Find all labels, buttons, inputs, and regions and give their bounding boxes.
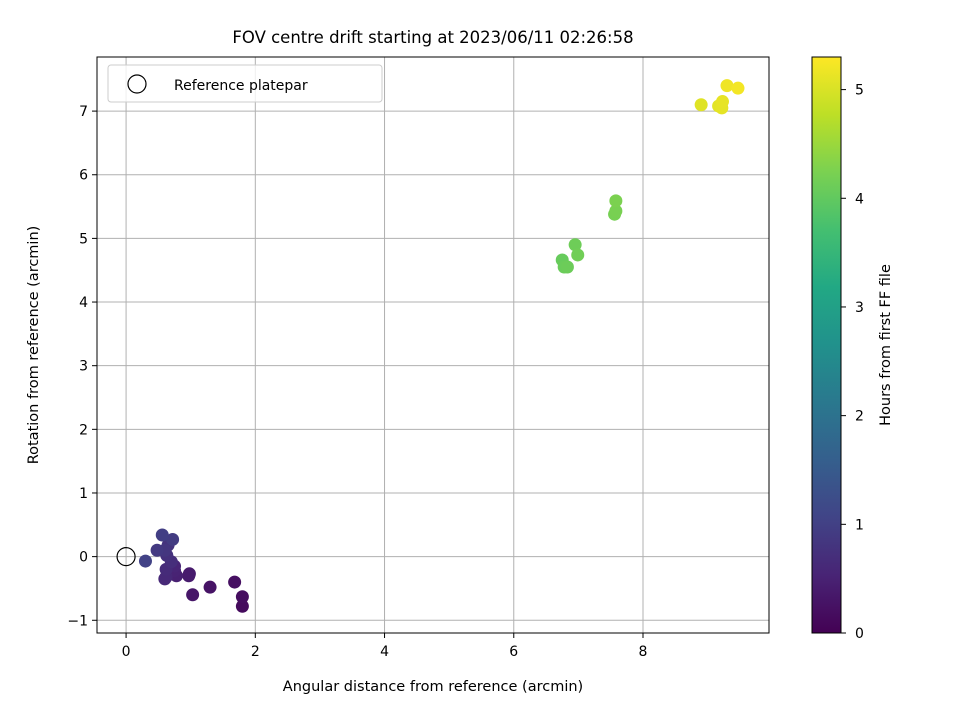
data-point [166,532,180,546]
colorbar-tick-label: 0 [855,626,864,642]
y-tick-label: 2 [79,422,88,438]
colorbar: 0 1 2 3 4 5 Hours from first FF file [811,56,894,642]
x-tick-label: 8 [639,644,648,660]
colorbar-tick-label: 3 [855,300,864,316]
y-tick-label: 0 [79,550,88,566]
y-tick-label: −1 [67,613,88,629]
data-point [203,580,217,594]
data-point [715,95,729,109]
data-point [235,599,249,613]
legend: Reference platepar [107,64,383,103]
data-point [228,575,242,589]
plot-frame [96,56,770,634]
colorbar-ticks: 0 1 2 3 4 5 [841,83,864,642]
x-tick-label: 0 [122,644,131,660]
data-point [155,528,169,542]
data-point [694,98,708,112]
data-point [571,248,585,262]
reference-point-marker [116,547,136,567]
legend-box [107,64,383,103]
data-point [182,569,196,583]
data-point [158,572,172,586]
data-point [731,81,745,95]
colorbar-tick-label: 2 [855,409,864,425]
x-tick-label: 6 [509,644,518,660]
colorbar-tick-label: 5 [855,83,864,99]
data-points [138,79,745,613]
axis-ticks: 0 2 4 6 8 −1 0 1 2 3 4 5 6 7 [67,104,647,660]
y-tick-label: 1 [79,486,88,502]
x-axis-label: Angular distance from reference (arcmin) [283,679,583,695]
y-tick-label: 3 [79,359,88,375]
data-point [138,554,152,568]
colorbar-tick-label: 1 [855,517,864,533]
data-point [235,590,249,604]
y-tick-label: 5 [79,231,88,247]
chart-title: FOV centre drift starting at 2023/06/11 … [232,28,633,47]
x-tick-label: 2 [251,644,260,660]
colorbar-tick-label: 4 [855,191,864,207]
data-point [186,588,200,602]
y-tick-label: 4 [79,295,88,311]
legend-label-reference: Reference platepar [174,78,308,94]
data-point [568,238,582,252]
colorbar-label: Hours from first FF file [878,264,894,426]
colorbar-gradient [811,56,842,634]
x-tick-label: 4 [380,644,389,660]
plot-background [97,57,769,633]
data-point [720,79,734,93]
data-point [560,260,574,274]
plot-area: 0 2 4 6 8 −1 0 1 2 3 4 5 6 7 [67,56,770,660]
legend-marker-reference [127,74,147,94]
y-tick-label: 6 [79,168,88,184]
data-point [609,204,623,218]
data-point [609,194,623,208]
data-point [150,543,164,557]
y-axis-label: Rotation from reference (arcmin) [26,226,42,465]
grid [97,57,769,633]
y-tick-label: 7 [79,104,88,120]
